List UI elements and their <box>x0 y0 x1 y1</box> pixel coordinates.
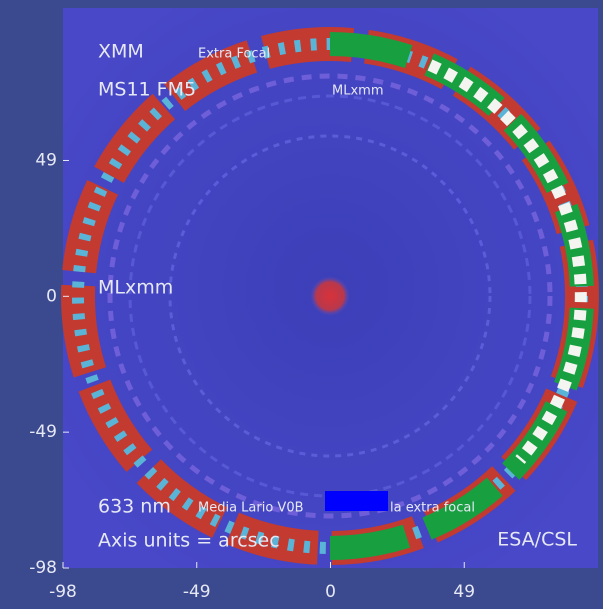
label: Axis units = arcsec <box>98 530 280 552</box>
label: MS11 FM5 <box>98 79 196 101</box>
y-tick-label: 0 <box>46 286 57 306</box>
y-tick-label: 49 <box>35 150 57 170</box>
label: Extra Focal <box>198 47 270 62</box>
label: ESA/CSL <box>497 529 577 551</box>
y-tick-label: -49 <box>29 422 57 442</box>
label: Media Lario V0B <box>198 501 304 516</box>
label: MLxmm <box>332 84 383 99</box>
label: 633 nm <box>98 496 171 518</box>
scene: XMM Extra Focal MS11 FM5 MLxmm MLxmm 633… <box>0 0 603 609</box>
label: MLxmm <box>98 277 173 299</box>
x-tick-label: 49 <box>453 582 475 602</box>
label: XMM <box>98 41 144 63</box>
x-tick-label: -98 <box>49 582 77 602</box>
redaction-box <box>325 491 388 511</box>
x-tick-label: -49 <box>183 582 211 602</box>
x-tick-label: 0 <box>325 582 336 602</box>
label: la extra focal <box>390 501 475 516</box>
y-tick-label: -98 <box>29 558 57 578</box>
